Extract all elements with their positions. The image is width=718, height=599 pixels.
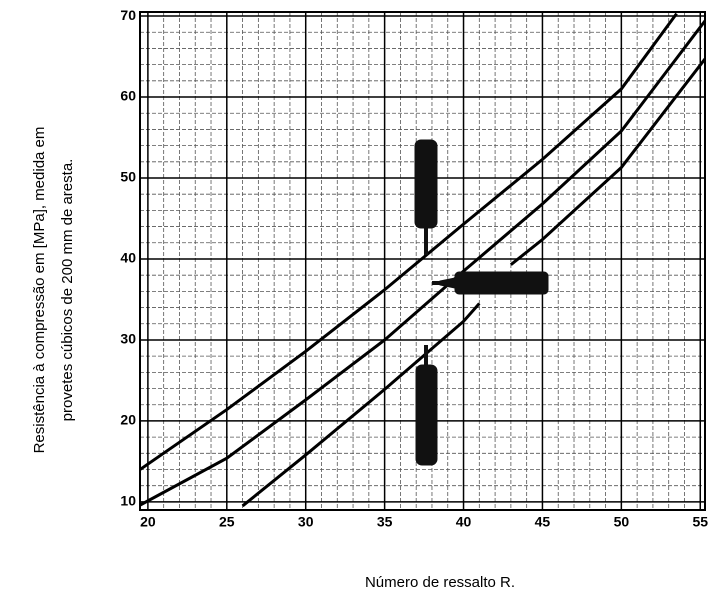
hammer-icon [414,139,438,229]
y-tick-label: 50 [120,169,136,185]
x-axis-title: Número de ressalto R. [365,574,515,591]
hammer-tip [439,277,456,289]
x-tick-label: 55 [692,514,708,530]
y-axis-title-line: provetes cúbicos de 200 mm de aresta. [59,159,76,422]
x-tick-label: 25 [219,514,235,530]
x-tick-label: 30 [298,514,314,530]
x-tick-label: 35 [377,514,393,530]
x-tick-label: 40 [456,514,472,530]
plot-frame [139,11,706,511]
y-tick-label: 20 [120,412,136,428]
y-tick-label: 70 [120,7,136,23]
y-axis-title-line: Resistência à compressão em [MPa], medid… [31,127,48,454]
y-tick-label: 60 [120,88,136,104]
y-tick-label: 30 [120,331,136,347]
x-tick-label: 45 [535,514,551,530]
y-tick-label: 10 [120,493,136,509]
curve [140,20,705,507]
hammer-icons [414,139,549,466]
y-axis-title: Resistência à compressão em [MPa], medid… [31,127,76,454]
curve [241,58,705,508]
x-tick-label: 50 [614,514,630,530]
y-tick-label: 40 [120,250,136,266]
curve [140,12,678,471]
hammer-icon [415,364,438,466]
hammer-icon [454,271,549,295]
x-tick-label: 20 [140,514,156,530]
